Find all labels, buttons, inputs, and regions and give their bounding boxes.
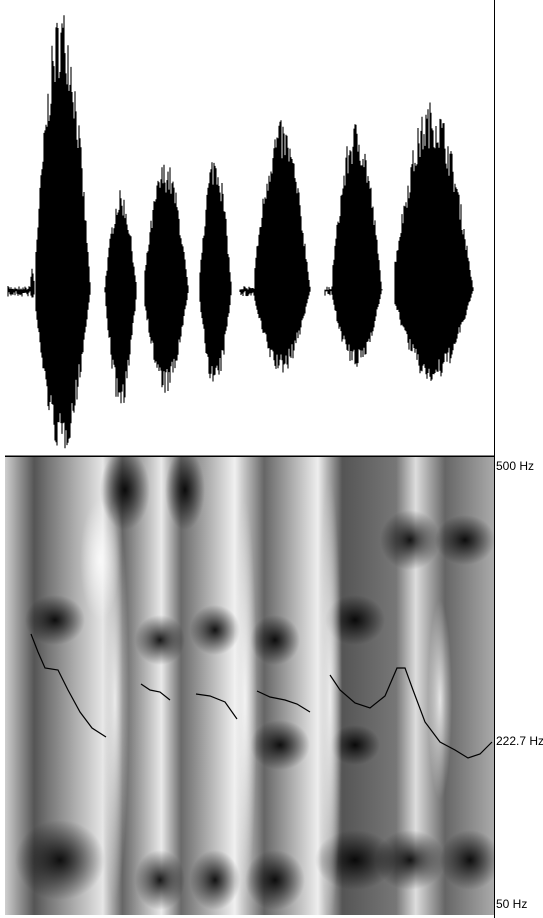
- energy-blob: [15, 820, 105, 900]
- energy-blob: [245, 850, 305, 910]
- energy-blob: [25, 595, 85, 645]
- pitch-contour: [256, 690, 311, 713]
- energy-blob: [440, 830, 494, 890]
- axis-label: 50 Hz: [496, 897, 527, 911]
- spectrogram-energy: [15, 457, 494, 915]
- energy-blob: [380, 510, 440, 570]
- energy-blob: [135, 615, 185, 665]
- energy-blob: [435, 515, 494, 565]
- pitch-contour: [30, 633, 107, 738]
- pitch-contour: [140, 683, 171, 701]
- energy-gap: [318, 480, 342, 915]
- energy-blob: [250, 615, 300, 665]
- energy-blob: [330, 725, 380, 765]
- energy-blob: [250, 720, 310, 770]
- energy-gap: [428, 600, 452, 800]
- spectrogram-panel: [5, 457, 494, 915]
- axis-label: 500 Hz: [496, 459, 534, 473]
- pitch-contour: [329, 667, 493, 759]
- energy-blob: [135, 850, 185, 910]
- waveform-panel: [5, 0, 494, 456]
- axis-label: 222.7 Hz: [496, 734, 543, 748]
- energy-gap: [80, 500, 120, 620]
- energy-blob: [165, 457, 205, 530]
- energy-blob: [375, 830, 445, 890]
- pitch-contour: [195, 693, 238, 720]
- energy-gap: [233, 500, 257, 900]
- energy-blob: [190, 850, 240, 910]
- energy-blob: [190, 605, 240, 655]
